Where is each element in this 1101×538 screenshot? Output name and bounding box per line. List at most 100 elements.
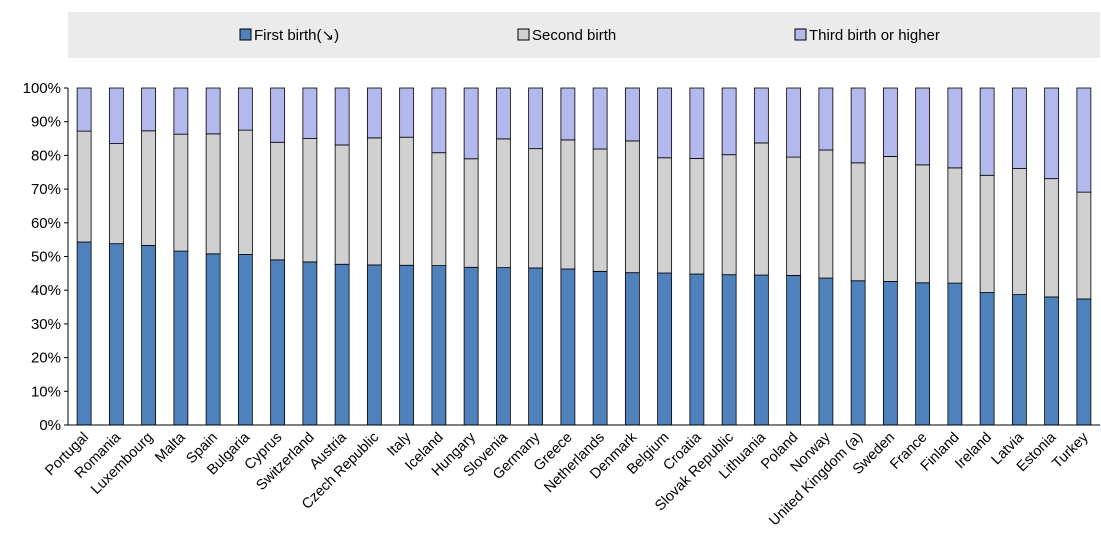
bar-third-birth-or-higher-estonia xyxy=(1044,87,1060,180)
bar-third-birth-or-higher-luxembourg xyxy=(141,87,157,132)
y-tick-label: 80% xyxy=(31,147,61,164)
bar-first-birth-croatia xyxy=(689,273,705,426)
bar-group-germany xyxy=(528,87,544,426)
bar-third-birth-or-higher-sweden xyxy=(882,87,898,157)
bar-second-birth-turkey xyxy=(1076,191,1092,300)
bar-third-birth-or-higher-belgium xyxy=(657,87,673,159)
bar-group-cyprus xyxy=(270,87,286,426)
x-axis: PortugalRomaniaLuxembourgMaltaSpainBulga… xyxy=(42,424,1100,529)
bar-third-birth-or-higher-france xyxy=(915,87,931,166)
bar-group-poland xyxy=(786,87,802,426)
bar-first-birth-denmark xyxy=(624,272,640,426)
bar-group-austria xyxy=(334,87,350,426)
y-tick-label: 100% xyxy=(23,80,61,97)
bar-group-bulgaria xyxy=(237,87,253,426)
bar-first-birth-cyprus xyxy=(270,259,286,426)
bar-third-birth-or-higher-norway xyxy=(818,87,834,151)
bar-group-latvia xyxy=(1011,87,1027,426)
bar-group-estonia xyxy=(1044,87,1060,426)
bar-second-birth-romania xyxy=(108,143,124,245)
bar-second-birth-netherlands xyxy=(592,148,608,272)
bar-group-croatia xyxy=(689,87,705,426)
bar-second-birth-malta xyxy=(173,133,189,252)
bar-third-birth-or-higher-malta xyxy=(173,87,189,135)
bar-second-birth-luxembourg xyxy=(141,130,157,246)
bar-group-belgium xyxy=(657,87,673,426)
bar-first-birth-austria xyxy=(334,263,350,426)
bar-third-birth-or-higher-united-kingdom-a xyxy=(850,87,866,164)
bar-second-birth-greece xyxy=(560,139,576,270)
y-axis: 0% 10% 20% 30% 40% 50% 60% 70% 80% 90% 100% xyxy=(23,80,69,434)
bar-second-birth-switzerland xyxy=(302,138,318,263)
bar-group-united-kingdom-a xyxy=(850,87,866,426)
bar-first-birth-belgium xyxy=(657,272,673,426)
bar-third-birth-or-higher-cyprus xyxy=(270,87,286,143)
bar-second-birth-france xyxy=(915,164,931,284)
bar-group-switzerland xyxy=(302,87,318,426)
y-tick-label: 40% xyxy=(31,282,61,299)
bar-third-birth-or-higher-bulgaria xyxy=(237,87,253,131)
bar-third-birth-or-higher-portugal xyxy=(76,87,92,132)
bar-third-birth-or-higher-poland xyxy=(786,87,802,158)
bar-group-italy xyxy=(399,87,415,426)
bar-first-birth-malta xyxy=(173,250,189,426)
bar-first-birth-estonia xyxy=(1044,296,1060,426)
bar-third-birth-or-higher-denmark xyxy=(624,87,640,142)
bar-first-birth-lithuania xyxy=(753,274,769,426)
bar-second-birth-ireland xyxy=(979,174,995,293)
bar-second-birth-hungary xyxy=(463,158,479,268)
bar-third-birth-or-higher-slovenia xyxy=(495,87,511,140)
y-tick-label: 20% xyxy=(31,350,61,367)
bar-second-birth-czech-republic xyxy=(366,137,382,266)
bar-third-birth-or-higher-ireland xyxy=(979,87,995,176)
bar-group-greece xyxy=(560,87,576,426)
bar-group-ireland xyxy=(979,87,995,426)
bar-third-birth-or-higher-finland xyxy=(947,87,963,169)
bar-first-birth-luxembourg xyxy=(141,244,157,426)
bar-group-portugal xyxy=(76,87,92,426)
bar-third-birth-or-higher-czech-republic xyxy=(366,87,382,139)
bar-group-slovenia xyxy=(495,87,511,426)
bar-first-birth-slovak-republic xyxy=(721,274,737,426)
bar-first-birth-romania xyxy=(108,243,124,426)
bar-second-birth-lithuania xyxy=(753,142,769,276)
legend: First birth(↘) Second birth Third birth or… xyxy=(239,27,940,44)
bar-second-birth-bulgaria xyxy=(237,129,253,255)
x-tick-label-turkey: Turkey xyxy=(1049,429,1092,472)
bar-first-birth-norway xyxy=(818,277,834,426)
bar-first-birth-turkey xyxy=(1076,298,1092,426)
bar-third-birth-or-higher-greece xyxy=(560,87,576,141)
bar-group-spain xyxy=(205,87,221,426)
bar-group-lithuania xyxy=(753,87,769,426)
bar-group-finland xyxy=(947,87,963,426)
legend-label-third-birth-or-higher: Third birth or higher xyxy=(809,27,940,44)
bar-group-slovak-republic xyxy=(721,87,737,426)
bar-group-denmark xyxy=(624,87,640,426)
x-tick-label-ireland: Ireland xyxy=(952,430,995,473)
legend-swatch-third-birth-or-higher xyxy=(794,28,807,41)
bar-group-luxembourg xyxy=(141,87,157,426)
bar-third-birth-or-higher-spain xyxy=(205,87,221,135)
bar-second-birth-belgium xyxy=(657,157,673,274)
bar-first-birth-netherlands xyxy=(592,270,608,426)
bar-first-birth-finland xyxy=(947,282,963,426)
bar-first-birth-hungary xyxy=(463,266,479,426)
legend-swatch-first-birth xyxy=(239,28,252,41)
bar-third-birth-or-higher-germany xyxy=(528,87,544,150)
bars xyxy=(76,87,1092,426)
bar-third-birth-or-higher-switzerland xyxy=(302,87,318,139)
bar-second-birth-austria xyxy=(334,144,350,265)
y-tick-label: 50% xyxy=(31,249,61,266)
bar-second-birth-united-kingdom-a xyxy=(850,162,866,282)
bar-second-birth-iceland xyxy=(431,152,447,266)
bar-group-hungary xyxy=(463,87,479,426)
bar-second-birth-italy xyxy=(399,136,415,266)
bar-third-birth-or-higher-iceland xyxy=(431,87,447,154)
bar-group-norway xyxy=(818,87,834,426)
bar-first-birth-czech-republic xyxy=(366,264,382,426)
legend-label-second-birth: Second birth xyxy=(532,27,616,44)
bar-third-birth-or-higher-croatia xyxy=(689,87,705,159)
bar-second-birth-slovenia xyxy=(495,138,511,269)
legend-swatch-second-birth xyxy=(517,28,530,41)
